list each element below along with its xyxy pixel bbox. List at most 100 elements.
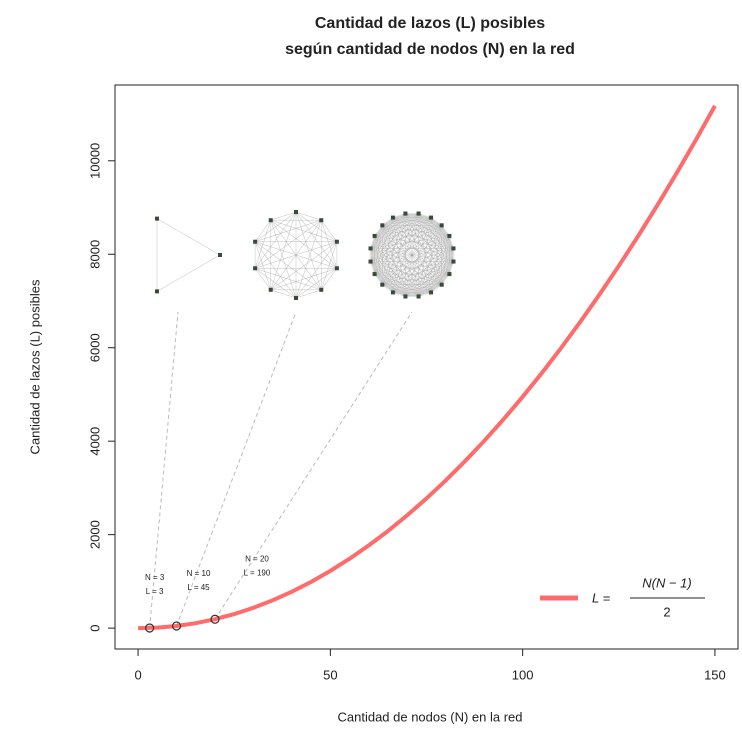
y-tick-label: 6000 [87, 333, 102, 362]
plot-frame [114, 84, 739, 650]
network-node [268, 287, 273, 292]
network-edge [392, 217, 442, 285]
network-edge [392, 248, 454, 293]
network-node [368, 259, 373, 264]
network [368, 211, 456, 299]
x-tick-label: 100 [512, 667, 534, 682]
point [171, 621, 182, 631]
legend-label: L = [592, 590, 611, 605]
network-edge [405, 235, 450, 297]
network-edge [392, 261, 454, 293]
x-axis-label: Cantidad de nodos (N) en la red [337, 709, 522, 724]
chart-title: Cantidad de lazos (L) posibles [315, 15, 545, 32]
network-edge [374, 235, 454, 249]
network-edge [405, 213, 442, 285]
network-edge [270, 241, 338, 291]
network-edge [370, 213, 406, 249]
network-edge [449, 248, 454, 275]
network-edge [405, 284, 442, 297]
network-edge [418, 213, 432, 293]
network-edge [374, 217, 394, 275]
network-edge [418, 248, 454, 297]
network-edge [441, 225, 450, 275]
network-node [403, 294, 408, 299]
network-node [372, 272, 377, 277]
network-edge [405, 248, 454, 297]
network-node [416, 211, 421, 216]
network-edge [374, 261, 454, 275]
network-edge [418, 213, 454, 262]
network-edge [374, 217, 432, 237]
network-edge [374, 235, 394, 293]
network-edge [392, 213, 406, 293]
legend-label: N(N − 1) [642, 575, 691, 590]
network-edge [405, 261, 454, 297]
network-edge [374, 235, 406, 297]
network-edge [255, 219, 322, 242]
network-edge [374, 235, 450, 275]
network-edge [254, 219, 322, 269]
network-edge [156, 254, 221, 292]
network-edge [382, 225, 450, 275]
network-edge [405, 213, 432, 293]
chart-title: según cantidad de nodos (N) en la red [285, 41, 575, 58]
point [145, 623, 155, 633]
network-edge [270, 211, 297, 221]
network-node [268, 218, 273, 223]
network-edge [430, 217, 454, 249]
network-edge [449, 235, 454, 249]
network-edge [418, 213, 432, 218]
connector [214, 311, 413, 620]
network-edge [254, 220, 271, 242]
network-edge [374, 213, 419, 275]
point-label: N = 20 [245, 554, 269, 563]
y-tick-label: 10000 [87, 143, 102, 179]
network-node [380, 282, 385, 287]
network-edge [392, 217, 450, 275]
network-edge [370, 261, 442, 285]
network-node [294, 210, 298, 214]
network-edge [418, 213, 442, 285]
network-edge [441, 235, 450, 285]
network-edge [418, 235, 450, 297]
network-edge [370, 248, 450, 275]
network-edge [382, 248, 454, 285]
network-edge [392, 217, 450, 237]
network-edge [405, 213, 454, 262]
network-edge [255, 241, 337, 269]
point-label: N = 10 [187, 569, 211, 578]
network-edge [405, 213, 419, 297]
network-edge [270, 211, 297, 290]
network-edge [370, 248, 432, 293]
network-edge [370, 248, 406, 297]
network-node [429, 290, 434, 295]
network-node [294, 296, 298, 300]
network-edge [430, 217, 450, 275]
y-tick-label: 2000 [87, 520, 102, 549]
point [210, 614, 220, 624]
network-edge [370, 248, 375, 275]
network-edge [374, 273, 419, 297]
network-edge [370, 235, 375, 249]
network-edge [370, 217, 432, 249]
network-edge [374, 273, 432, 293]
network-edge [382, 225, 454, 249]
network-edge [418, 213, 454, 249]
network-edge [374, 235, 442, 285]
network-edge [156, 218, 221, 256]
network-edge [254, 268, 271, 290]
network-edge [370, 235, 450, 262]
network-edge [430, 217, 454, 262]
network-edge [382, 213, 419, 226]
network-edge [405, 292, 432, 297]
network-edge [270, 219, 337, 242]
network-edge [374, 225, 442, 237]
network-node [447, 233, 452, 238]
network-edge [392, 213, 419, 218]
network-edge [441, 248, 454, 285]
network-edge [392, 235, 450, 293]
network-node [253, 266, 258, 271]
network-edge [392, 213, 406, 218]
network-edge [254, 220, 272, 269]
network-edge [295, 211, 338, 269]
